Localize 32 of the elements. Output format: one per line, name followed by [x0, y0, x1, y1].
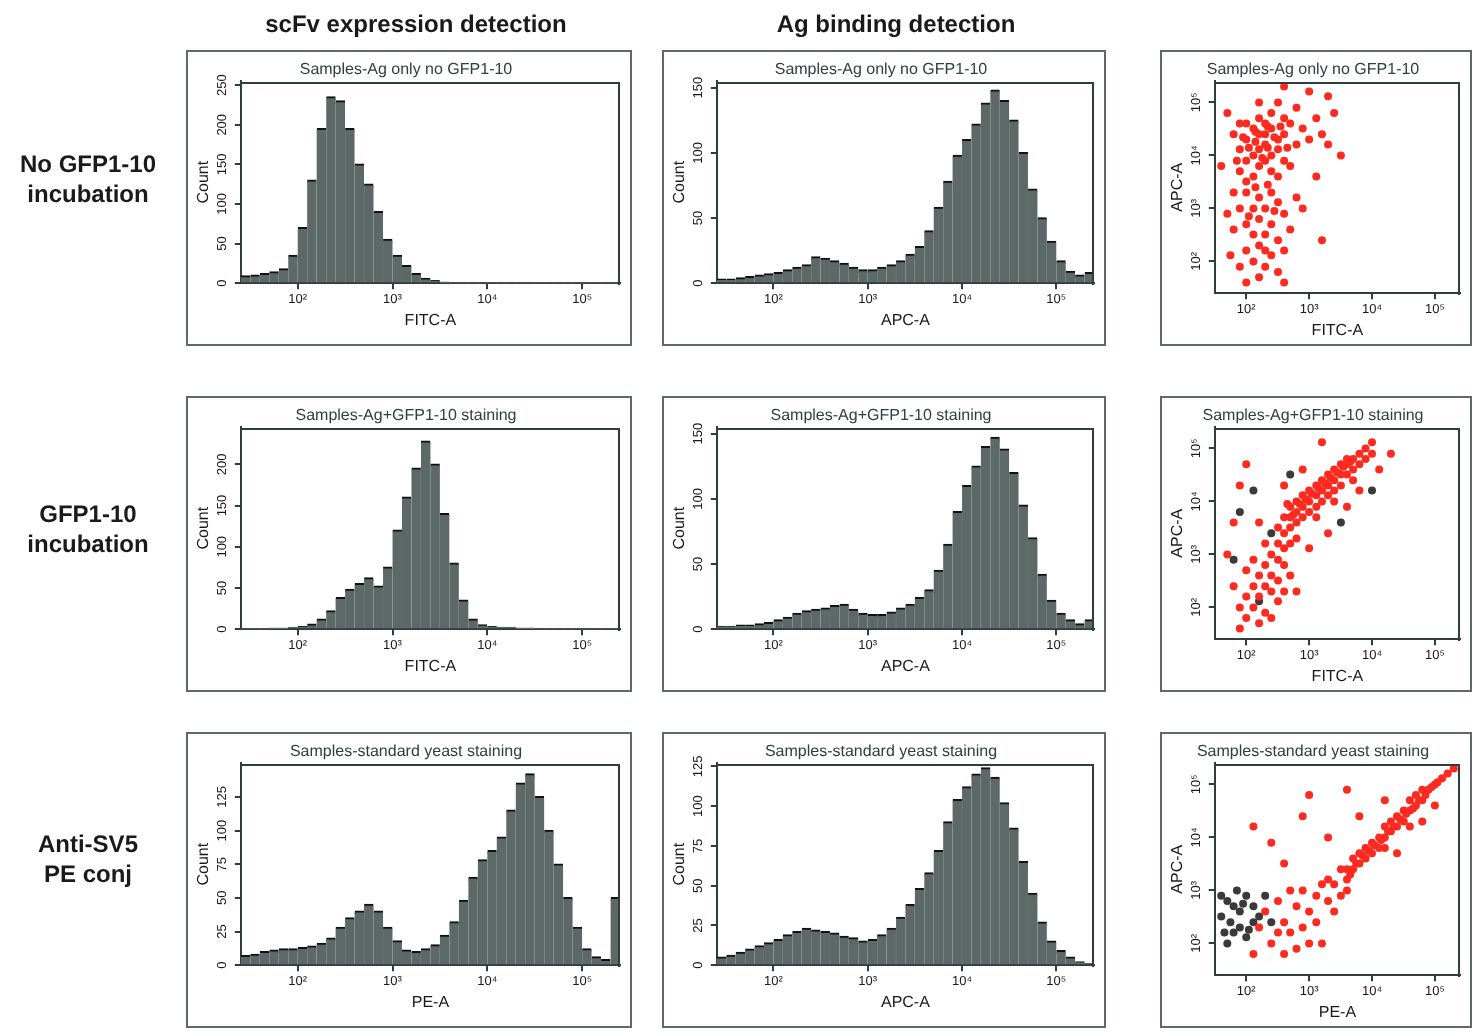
text: GFP1-10 incubation: [27, 500, 149, 560]
chart-title: Samples-Ag+GFP1-10 staining: [295, 406, 517, 425]
text: Anti-SV5 PE conj: [37, 830, 138, 890]
y-axis-title: Count: [670, 159, 689, 204]
chart-title: Samples-standard yeast staining: [764, 742, 998, 761]
text: Ag binding detection: [776, 9, 1016, 39]
chart-title: Samples-Ag only no GFP1-10: [1206, 60, 1421, 79]
y-axis-title: APC-A: [1168, 161, 1187, 212]
y-axis-title: APC-A: [1168, 507, 1187, 558]
x-axis-title: FITC-A: [1311, 666, 1365, 685]
y-axis-title: APC-A: [1168, 843, 1187, 894]
y-axis-title: Count: [194, 505, 213, 550]
y-axis-title: Count: [670, 841, 689, 886]
y-axis-title: Count: [194, 159, 213, 204]
x-axis-title: FITC-A: [404, 656, 458, 675]
x-axis-title: FITC-A: [1311, 320, 1365, 339]
text: No GFP1-10 incubation: [19, 150, 156, 210]
chart-title: Samples-Ag+GFP1-10 staining: [1202, 406, 1424, 425]
y-axis-title: Count: [670, 505, 689, 550]
x-axis-title: FITC-A: [404, 310, 458, 329]
x-axis-title: PE-A: [411, 992, 451, 1011]
chart-title: Samples-Ag+GFP1-10 staining: [770, 406, 992, 425]
x-axis-title: PE-A: [1318, 1002, 1358, 1021]
x-axis-title: APC-A: [880, 310, 932, 329]
chart-title: Samples-Ag only no GFP1-10: [299, 60, 514, 79]
y-axis-title: Count: [194, 841, 213, 886]
text: scFv expression detection: [265, 9, 567, 39]
chart-title: Samples-Ag only no GFP1-10: [774, 60, 989, 79]
chart-title: Samples-standard yeast staining: [289, 742, 523, 761]
chart-title: Samples-standard yeast staining: [1196, 742, 1430, 761]
x-axis-title: APC-A: [880, 992, 932, 1011]
x-axis-title: APC-A: [880, 656, 932, 675]
